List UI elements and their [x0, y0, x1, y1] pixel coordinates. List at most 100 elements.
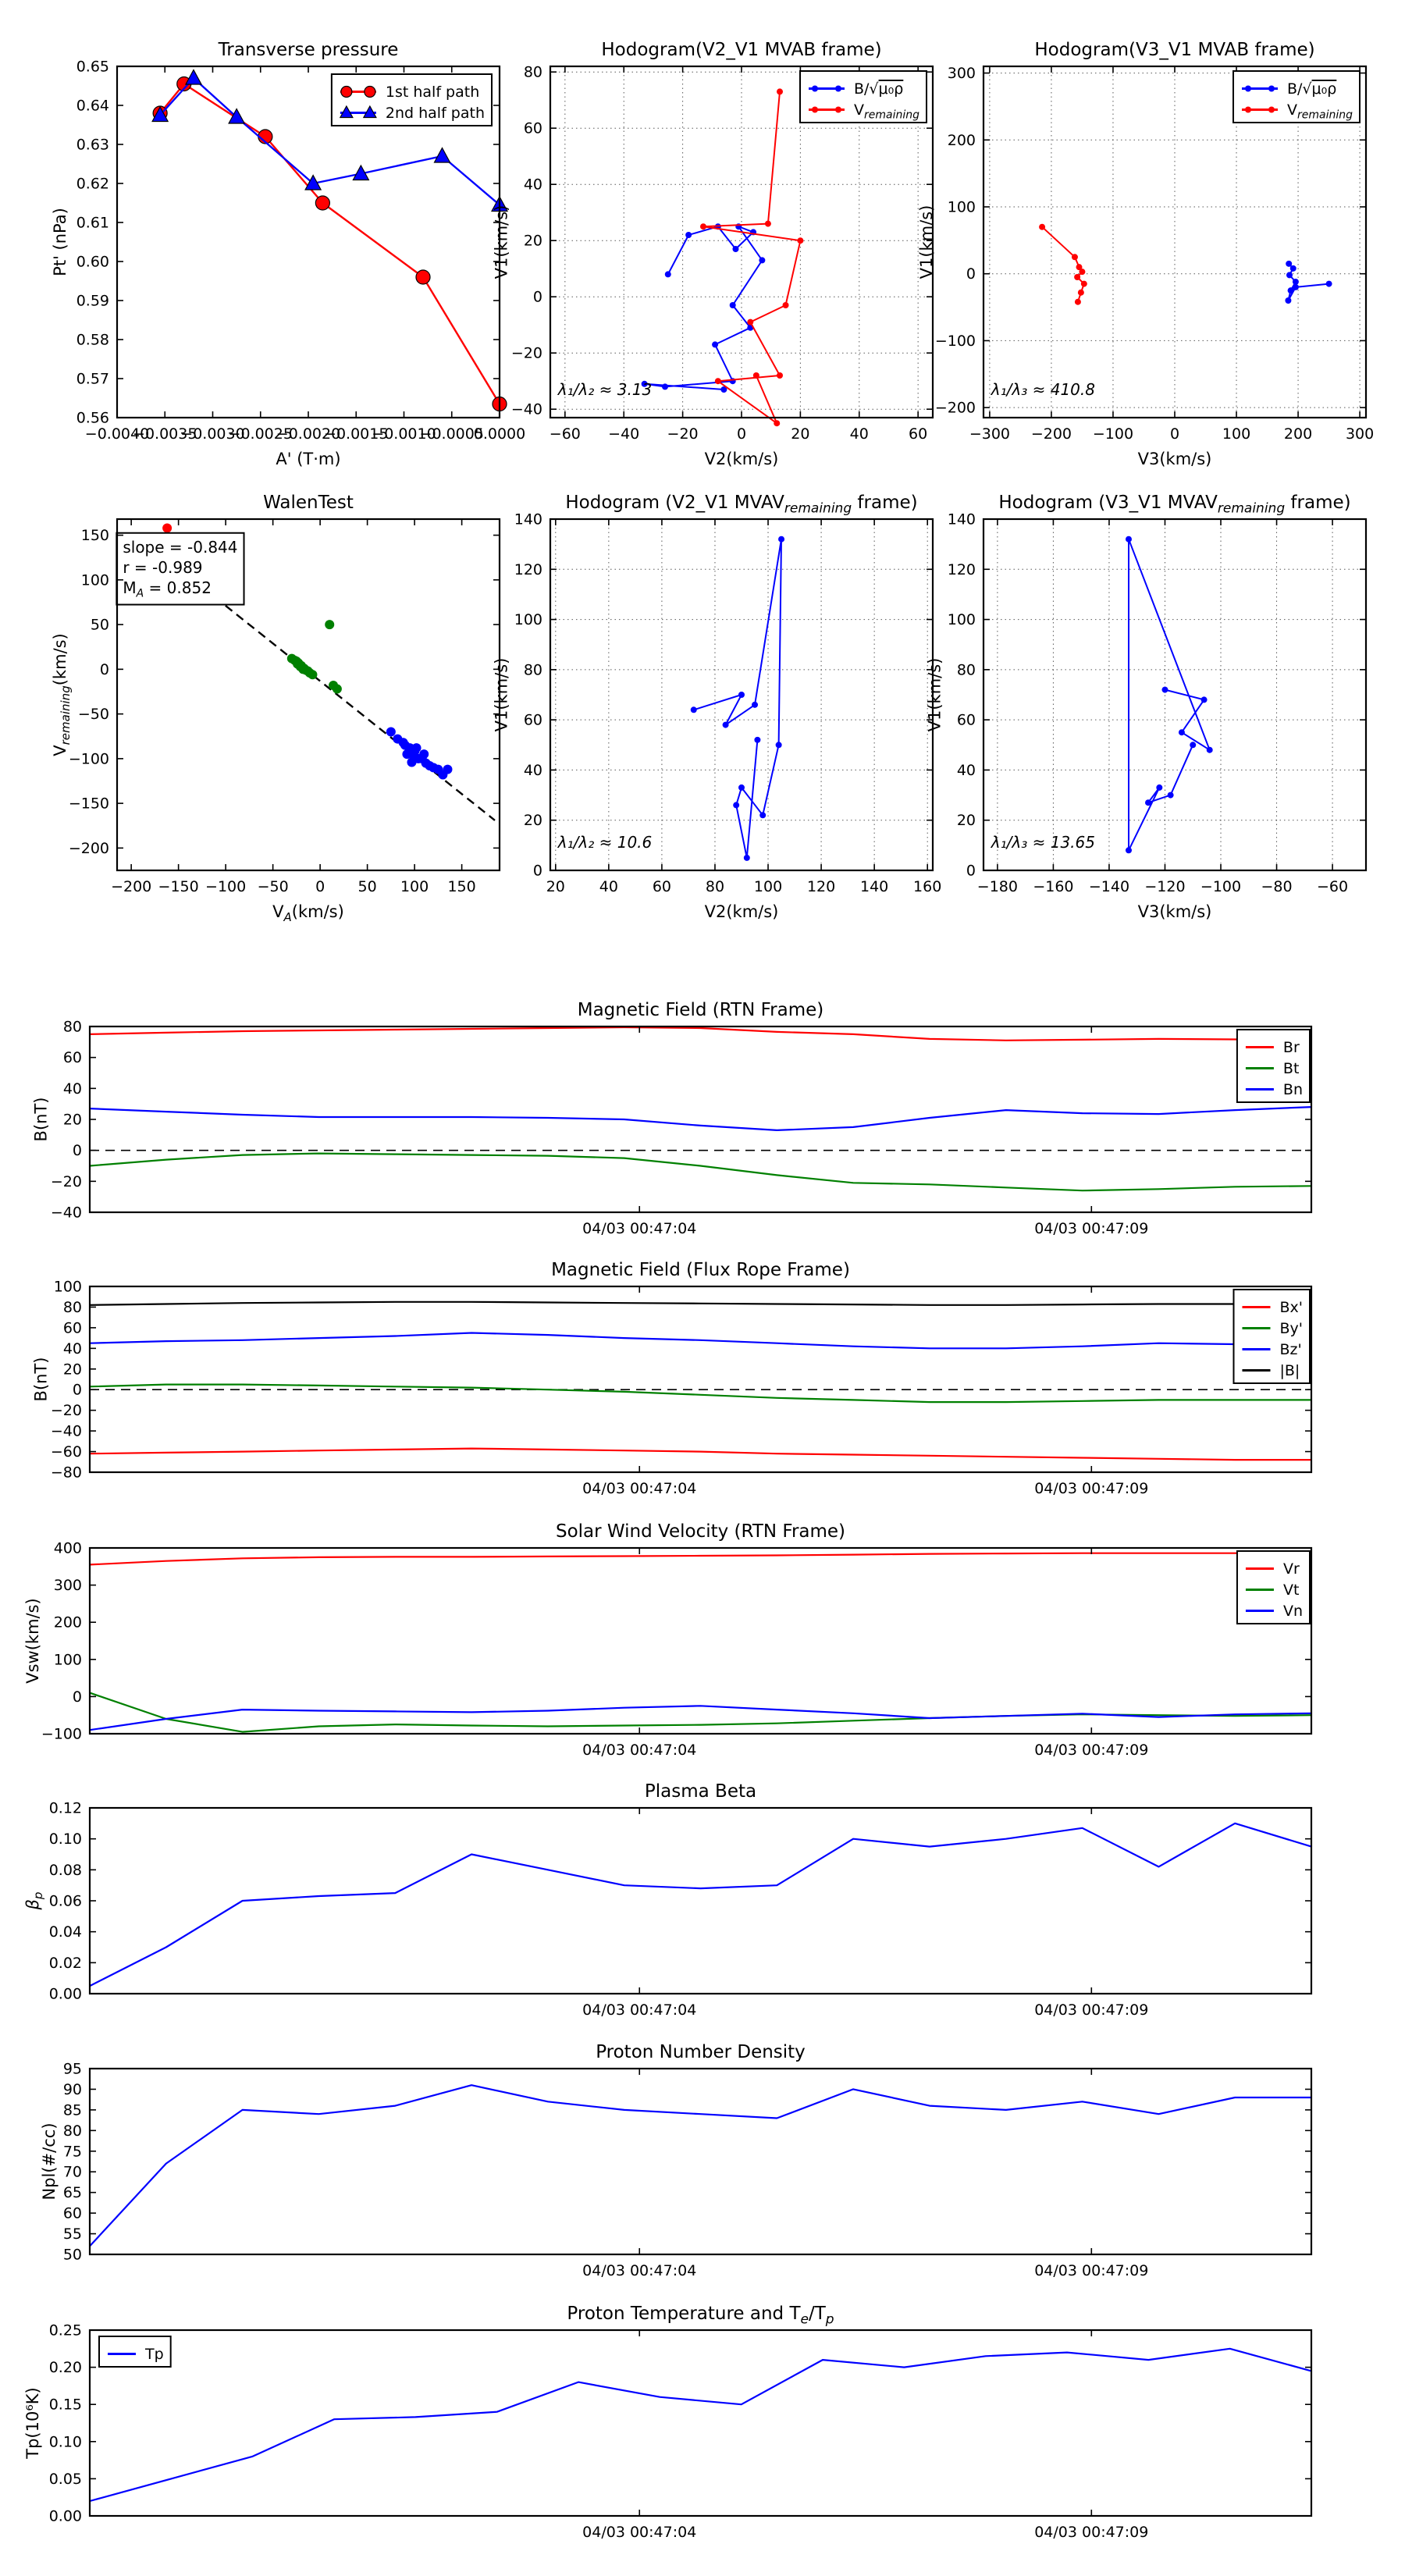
- svg-text:Magnetic Field (Flux Rope Fram: Magnetic Field (Flux Rope Frame): [551, 1260, 850, 1280]
- svg-text:Vr: Vr: [1283, 1560, 1300, 1578]
- svg-text:−0.0035: −0.0035: [133, 425, 197, 443]
- svg-text:Bt: Bt: [1283, 1060, 1299, 1077]
- svg-text:0.63: 0.63: [76, 137, 109, 154]
- svg-text:04/03 00:47:09: 04/03 00:47:09: [1034, 1742, 1148, 1759]
- svg-text:Solar Wind Velocity (RTN Frame: Solar Wind Velocity (RTN Frame): [556, 1521, 845, 1542]
- svg-text:V1(km/s): V1(km/s): [493, 658, 511, 732]
- chart-hodogram-v3v1-mvav: λ₁/λ₃ ≈ 13.65 −180 −160 −140 −120 −100 −80 −60 0…: [926, 493, 1368, 921]
- svg-text:0: 0: [315, 878, 325, 895]
- svg-text:100: 100: [948, 199, 976, 216]
- svg-text:By': By': [1279, 1320, 1303, 1337]
- svg-text:Vsw(km/s): Vsw(km/s): [23, 1598, 42, 1684]
- svg-text:Bz': Bz': [1279, 1341, 1301, 1358]
- svg-text:Tp: Tp: [144, 2346, 164, 2363]
- svg-text:80: 80: [63, 2122, 82, 2140]
- svg-text:−150: −150: [69, 795, 109, 813]
- svg-text:VA(km/s): VA(km/s): [272, 902, 344, 924]
- svg-text:−100: −100: [69, 750, 109, 767]
- svg-text:0.02: 0.02: [49, 1955, 82, 1972]
- svg-text:0: 0: [737, 425, 746, 443]
- svg-text:50: 50: [63, 2247, 82, 2264]
- svg-text:300: 300: [54, 1577, 82, 1594]
- svg-text:40: 40: [850, 425, 869, 443]
- svg-text:60: 60: [957, 712, 976, 729]
- panel-plasma-beta: 04/03 00:47:04 04/03 00:47:09 0.00 0.02 0.04…: [23, 1781, 1313, 2019]
- svg-text:B/√μ₀ρ: B/√μ₀ρ: [854, 80, 903, 98]
- svg-text:−120: −120: [1144, 878, 1185, 895]
- svg-text:−200: −200: [1031, 425, 1072, 443]
- svg-text:0.10: 0.10: [49, 2433, 82, 2450]
- svg-text:B(nT): B(nT): [32, 1357, 51, 1402]
- svg-text:−150: −150: [158, 878, 199, 895]
- svg-text:80: 80: [63, 1019, 82, 1036]
- svg-text:20: 20: [546, 878, 565, 895]
- svg-text:V2(km/s): V2(km/s): [705, 450, 779, 468]
- svg-text:100: 100: [54, 1651, 82, 1668]
- svg-text:100: 100: [81, 571, 109, 589]
- svg-text:0: 0: [966, 265, 976, 283]
- svg-text:−50: −50: [258, 878, 289, 895]
- svg-text:Vremaining: Vremaining: [854, 101, 919, 122]
- svg-text:0.56: 0.56: [76, 410, 109, 427]
- svg-text:−80: −80: [1261, 878, 1292, 895]
- svg-text:0: 0: [73, 1382, 82, 1399]
- svg-text:04/03 00:47:04: 04/03 00:47:04: [582, 1742, 696, 1759]
- svg-text:0.15: 0.15: [49, 2396, 82, 2414]
- svg-text:300: 300: [1346, 425, 1374, 443]
- svg-text:0.64: 0.64: [76, 98, 109, 115]
- svg-text:0: 0: [100, 661, 109, 678]
- svg-text:Vn: Vn: [1283, 1603, 1303, 1620]
- svg-text:100: 100: [54, 1279, 82, 1296]
- svg-text:95: 95: [63, 2061, 82, 2078]
- svg-text:−50: −50: [78, 706, 109, 723]
- svg-text:80: 80: [706, 878, 724, 895]
- svg-text:40: 40: [524, 176, 542, 194]
- svg-text:20: 20: [957, 812, 976, 829]
- svg-text:−60: −60: [550, 425, 581, 443]
- svg-text:0: 0: [73, 1688, 82, 1706]
- chart-hodogram-v3v1-mvab: λ₁/λ₃ ≈ 410.8 −300 −200 −100 0 100 200 300 −200 −…: [917, 40, 1374, 468]
- svg-text:150: 150: [81, 527, 109, 544]
- svg-text:−140: −140: [1089, 878, 1129, 895]
- svg-text:Hodogram(V2_V1 MVAB frame): Hodogram(V2_V1 MVAB frame): [601, 40, 881, 60]
- chart-transverse-pressure: −0.0040 −0.0035 −0.0030 −0.0025 −0.0020 −0.00…: [51, 40, 525, 468]
- svg-text:Hodogram(V3_V1 MVAB frame): Hodogram(V3_V1 MVAB frame): [1034, 40, 1314, 60]
- svg-text:120: 120: [948, 561, 976, 578]
- svg-text:0.04: 0.04: [49, 1923, 82, 1941]
- svg-text:400: 400: [54, 1540, 82, 1557]
- svg-text:−0.0040: −0.0040: [85, 425, 149, 443]
- chart-walen-test: slope = -0.844 r = -0.989 MA = 0.852 −200 −1…: [51, 493, 501, 924]
- svg-text:−0.0020: −0.0020: [276, 425, 340, 443]
- svg-text:B/√μ₀ρ: B/√μ₀ρ: [1287, 80, 1336, 98]
- svg-text:65: 65: [63, 2184, 82, 2201]
- svg-text:60: 60: [524, 712, 542, 729]
- svg-text:40: 40: [957, 762, 976, 779]
- svg-text:40: 40: [599, 878, 618, 895]
- svg-text:λ₁/λ₂ ≈ 10.6: λ₁/λ₂ ≈ 10.6: [557, 833, 652, 852]
- svg-text:0.0000: 0.0000: [474, 425, 525, 443]
- svg-text:140: 140: [948, 511, 976, 528]
- svg-text:04/03 00:47:04: 04/03 00:47:04: [582, 2262, 696, 2279]
- svg-text:−0.0015: −0.0015: [324, 425, 388, 443]
- svg-text:|B|: |B|: [1279, 1362, 1300, 1379]
- svg-text:Pt' (nPa): Pt' (nPa): [51, 208, 69, 276]
- svg-text:04/03 00:47:09: 04/03 00:47:09: [1034, 2001, 1148, 2019]
- svg-text:04/03 00:47:09: 04/03 00:47:09: [1034, 1220, 1148, 1237]
- svg-text:0.05: 0.05: [49, 2471, 82, 2488]
- svg-text:−180: −180: [977, 878, 1018, 895]
- svg-text:300: 300: [948, 65, 976, 82]
- svg-text:0.61: 0.61: [76, 215, 109, 232]
- svg-text:140: 140: [860, 878, 888, 895]
- svg-text:V2(km/s): V2(km/s): [705, 902, 779, 921]
- svg-text:−100: −100: [1093, 425, 1133, 443]
- svg-text:100: 100: [400, 878, 429, 895]
- svg-text:B(nT): B(nT): [32, 1098, 51, 1142]
- svg-text:0.25: 0.25: [49, 2322, 82, 2339]
- svg-text:60: 60: [653, 878, 671, 895]
- svg-text:−40: −40: [511, 401, 542, 418]
- svg-text:200: 200: [1284, 425, 1312, 443]
- svg-text:Br: Br: [1283, 1039, 1300, 1056]
- svg-text:20: 20: [791, 425, 809, 443]
- svg-text:λ₁/λ₃ ≈ 410.8: λ₁/λ₃ ≈ 410.8: [991, 380, 1095, 399]
- svg-text:−80: −80: [51, 1464, 82, 1482]
